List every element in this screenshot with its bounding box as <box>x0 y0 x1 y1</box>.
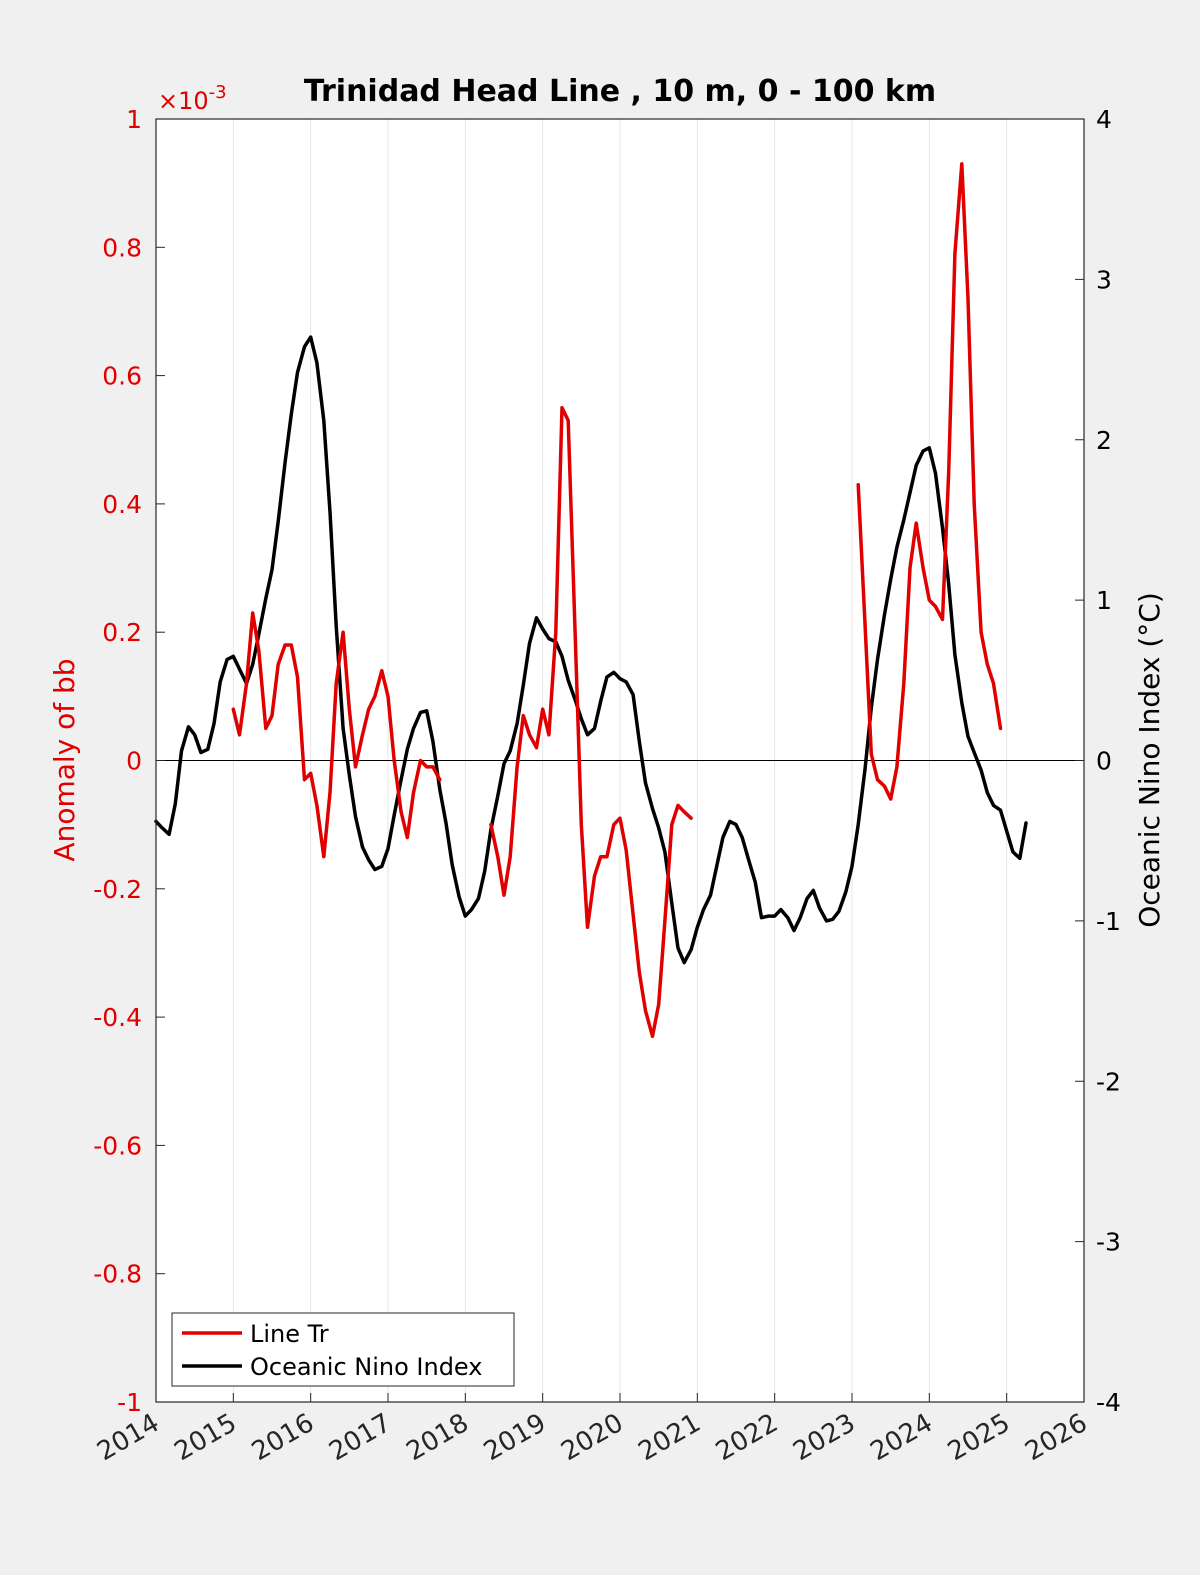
oni-series-line <box>154 335 1028 965</box>
x-axis: 2014 2015 2016 2017 2018 2019 2020 2021 2022 2023… <box>92 1393 1093 1467</box>
right-y-tick-label: -4 <box>1096 1388 1121 1417</box>
x-tick-label: 2025 <box>943 1408 1015 1467</box>
x-tick-label: 2019 <box>479 1408 551 1467</box>
left-y-tick-label: 0.8 <box>102 233 142 262</box>
left-y-tick-label: 0 <box>126 747 142 776</box>
right-y-axis-label: Oceanic Nino Index (°C) <box>1133 592 1166 928</box>
right-y-tick-label: -2 <box>1096 1067 1121 1096</box>
left-axis-exponent: ×10-3 <box>158 82 227 115</box>
x-tick-label: 2020 <box>556 1408 628 1467</box>
line-tr-series-segment <box>856 162 1003 801</box>
x-tick-label: 2022 <box>711 1408 783 1467</box>
x-tick-label: 2026 <box>1020 1408 1092 1467</box>
left-y-tick-label: 0.4 <box>102 490 142 519</box>
left-y-tick-label: 0.2 <box>102 618 142 647</box>
left-y-tick-label: -1 <box>117 1388 142 1417</box>
line-tr-series-segment <box>231 611 442 859</box>
left-y-tick-label: -0.6 <box>93 1131 142 1160</box>
right-y-tick-label: 1 <box>1096 586 1112 615</box>
left-y-axis: 1 0.8 0.6 0.4 0.2 0 -0.2 -0.4 -0.6 -0.8 -1 <box>93 105 165 1417</box>
x-tick-label: 2016 <box>247 1408 319 1467</box>
x-tick-label: 2015 <box>170 1408 242 1467</box>
right-y-tick-label: -1 <box>1096 907 1121 936</box>
series-layer <box>154 162 1028 1039</box>
x-tick-label: 2018 <box>402 1408 474 1467</box>
left-y-tick-label: 0.6 <box>102 362 142 391</box>
x-tick-label: 2024 <box>866 1408 938 1467</box>
right-y-tick-label: 3 <box>1096 265 1112 294</box>
right-y-axis: 4 3 2 1 0 -1 -2 -3 -4 <box>1075 105 1121 1417</box>
right-y-tick-label: -3 <box>1096 1228 1121 1257</box>
left-axis-exponent-power: -3 <box>209 82 227 103</box>
x-tick-label: 2017 <box>324 1408 396 1467</box>
left-y-tick-label: 1 <box>126 105 142 134</box>
left-y-tick-label: -0.8 <box>93 1260 142 1289</box>
right-y-tick-label: 4 <box>1096 105 1112 134</box>
x-tick-label: 2021 <box>634 1408 706 1467</box>
legend-label-oni: Oceanic Nino Index <box>250 1353 482 1381</box>
left-y-tick-label: -0.4 <box>93 1003 142 1032</box>
x-tick-label: 2023 <box>788 1408 860 1467</box>
left-y-tick-label: -0.2 <box>93 875 142 904</box>
right-y-tick-label: 0 <box>1096 747 1112 776</box>
right-y-tick-label: 2 <box>1096 426 1112 455</box>
legend-label-line-tr: Line Tr <box>250 1320 329 1348</box>
line-tr-series-segment <box>489 405 693 1039</box>
left-axis-exponent-base: ×10 <box>158 87 209 115</box>
legend-box <box>171 1312 515 1387</box>
left-y-axis-label: Anomaly of bb <box>48 658 81 861</box>
chart-title: Trinidad Head Line , 10 m, 0 - 100 km <box>304 74 936 109</box>
legend: Line Tr Oceanic Nino Index <box>171 1312 515 1387</box>
